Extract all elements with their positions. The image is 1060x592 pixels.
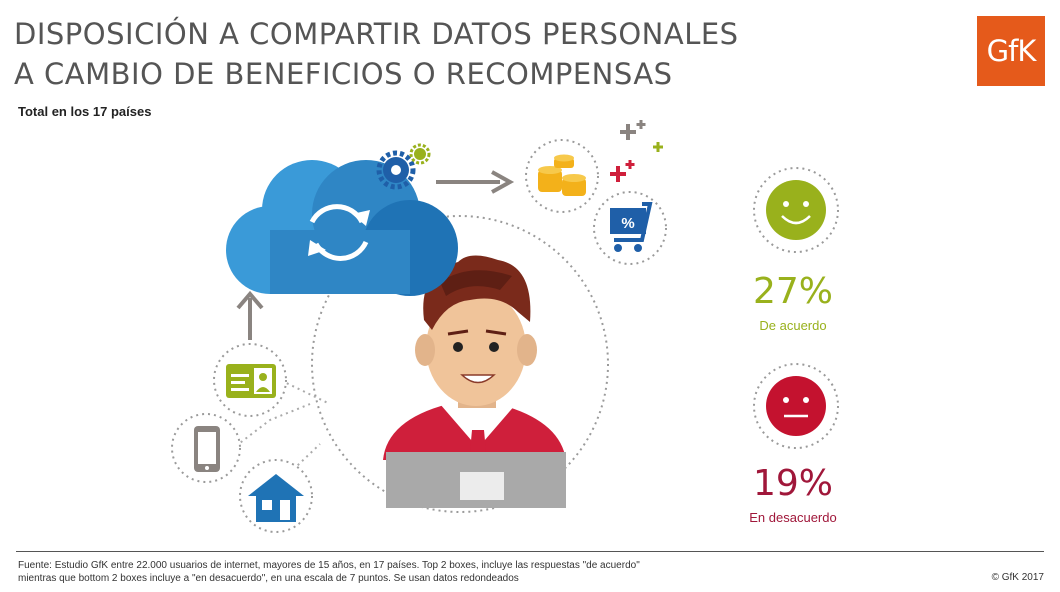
svg-text:%: % [621, 215, 634, 232]
stat-de-acuerdo: 27% De acuerdo [723, 271, 863, 334]
arrow-up-icon [236, 290, 264, 340]
coins-icon [538, 154, 586, 196]
plus-signs-icon [610, 120, 663, 182]
title-line-1: DISPOSICIÓN A COMPARTIR DATOS PERSONALES [14, 17, 739, 51]
smiley-face-icon [766, 180, 826, 240]
person-laptop-icon [383, 255, 566, 508]
neutral-face-icon [766, 376, 826, 436]
cloud-sync-icon [226, 160, 458, 296]
page-title: DISPOSICIÓN A COMPARTIR DATOS PERSONALES… [14, 14, 739, 94]
source-line-1: Fuente: Estudio GfK entre 22.000 usuario… [18, 560, 640, 571]
shopping-cart-icon: % [610, 202, 653, 252]
smartphone-icon [194, 426, 220, 472]
arrow-right-icon [436, 170, 515, 194]
footer-divider [16, 551, 1044, 552]
gears-icon [376, 143, 431, 190]
stat-value: 19% [752, 463, 833, 504]
stat-label: De acuerdo [759, 318, 827, 333]
house-icon [248, 474, 304, 522]
copyright: © GfK 2017 [991, 572, 1044, 583]
gfk-logo: GfK [977, 16, 1045, 86]
title-line-2: A CAMBIO DE BENEFICIOS O RECOMPENSAS [14, 57, 673, 91]
stat-en-desacuerdo: 19% En desacuerdo [723, 463, 863, 526]
source-line-2: mientras que bottom 2 boxes incluye a "e… [18, 573, 519, 584]
stat-label: En desacuerdo [749, 510, 837, 525]
subtitle: Total en los 17 países [18, 104, 152, 119]
id-card-icon [226, 364, 276, 398]
source-note: Fuente: Estudio GfK entre 22.000 usuario… [18, 559, 718, 585]
stat-value: 27% [752, 271, 833, 312]
